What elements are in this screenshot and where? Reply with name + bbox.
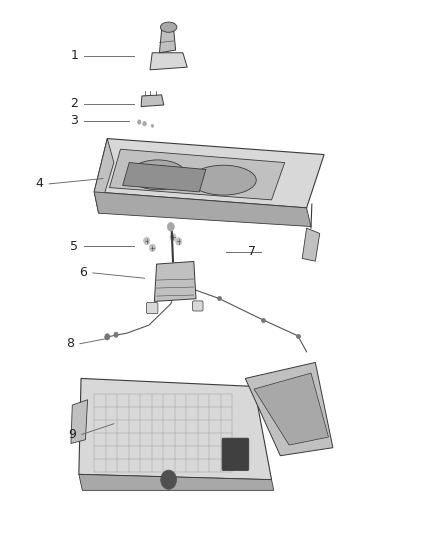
Polygon shape [154, 262, 196, 302]
Text: 2: 2 [71, 98, 78, 110]
Polygon shape [123, 163, 206, 192]
Polygon shape [79, 474, 274, 490]
Polygon shape [79, 378, 272, 480]
Ellipse shape [191, 165, 256, 195]
Circle shape [176, 238, 182, 245]
FancyBboxPatch shape [222, 438, 249, 471]
Polygon shape [159, 27, 176, 53]
Text: 4: 4 [35, 177, 43, 190]
Polygon shape [254, 373, 328, 445]
Polygon shape [302, 228, 320, 261]
Text: 8: 8 [66, 337, 74, 350]
Polygon shape [150, 53, 187, 70]
FancyBboxPatch shape [146, 303, 158, 313]
Circle shape [151, 124, 154, 127]
Text: 1: 1 [71, 50, 78, 62]
Circle shape [167, 223, 174, 231]
Polygon shape [141, 95, 164, 107]
Circle shape [170, 233, 176, 241]
Polygon shape [94, 139, 114, 213]
Polygon shape [94, 139, 324, 208]
Circle shape [143, 122, 146, 126]
Ellipse shape [160, 22, 177, 33]
Polygon shape [71, 400, 88, 443]
Circle shape [105, 334, 110, 340]
Circle shape [149, 244, 155, 252]
Polygon shape [245, 362, 333, 456]
Text: 6: 6 [79, 266, 87, 279]
Circle shape [161, 470, 177, 489]
FancyBboxPatch shape [193, 301, 203, 311]
Circle shape [138, 120, 141, 124]
Text: 5: 5 [71, 240, 78, 253]
Ellipse shape [129, 160, 186, 190]
Circle shape [144, 237, 150, 245]
Text: 3: 3 [71, 115, 78, 127]
Text: 9: 9 [68, 428, 76, 441]
Text: 7: 7 [248, 245, 256, 258]
Polygon shape [94, 192, 311, 227]
Circle shape [114, 332, 118, 337]
Polygon shape [110, 149, 285, 200]
